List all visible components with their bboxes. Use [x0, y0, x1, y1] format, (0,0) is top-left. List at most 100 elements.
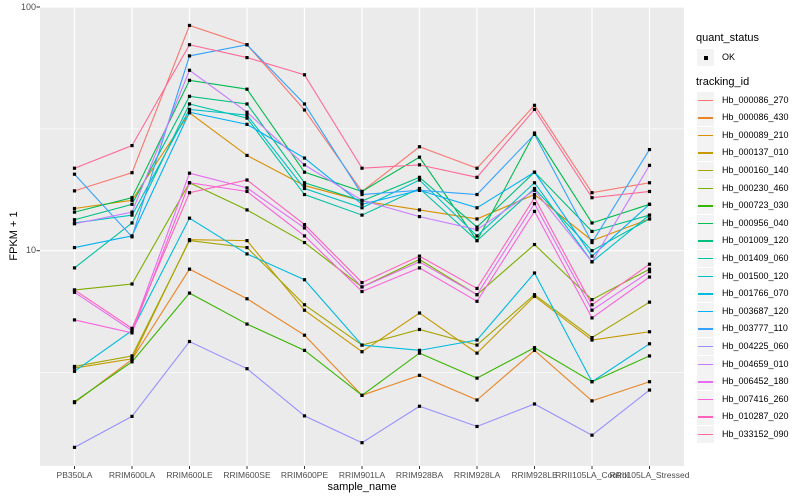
data-point — [302, 333, 307, 337]
data-point — [245, 189, 249, 194]
legend-line-icon — [698, 363, 713, 366]
data-point — [72, 290, 77, 294]
data-point — [72, 210, 77, 214]
legend-key-Hb_007416_260 — [697, 390, 714, 408]
data-point — [532, 170, 537, 174]
x-tick-label: RRIM600LE — [166, 470, 213, 480]
legend-key-Hb_006452_180 — [697, 373, 714, 391]
legend-label-ok: OK — [722, 52, 736, 62]
data-point — [532, 181, 537, 185]
legend-key-Hb_010287_020 — [697, 408, 714, 426]
data-point — [590, 249, 594, 253]
data-point — [72, 222, 77, 226]
data-point — [647, 267, 652, 271]
data-point — [245, 55, 249, 60]
data-point — [475, 299, 479, 303]
data-point — [187, 107, 192, 112]
data-point — [475, 338, 479, 342]
data-point — [590, 191, 594, 195]
data-point — [417, 178, 422, 182]
data-point — [302, 186, 307, 191]
data-point — [532, 202, 537, 206]
data-point — [130, 202, 134, 206]
data-point — [590, 260, 594, 264]
data-point — [130, 360, 134, 364]
legend-title-tracking-id: tracking_id — [696, 76, 750, 88]
x-axis-title: sample_name — [327, 481, 397, 493]
data-point — [647, 147, 652, 152]
data-point — [417, 155, 422, 159]
legend-label-Hb_000956_040: Hb_000956_040 — [722, 217, 789, 228]
data-point — [130, 221, 134, 225]
legend-label-Hb_000137_010: Hb_000137_010 — [722, 147, 789, 158]
data-point — [130, 357, 134, 361]
data-point — [187, 78, 192, 82]
data-point — [417, 311, 422, 315]
legend-key-Hb_003687_120 — [697, 302, 714, 320]
data-point — [302, 414, 307, 418]
data-point — [72, 206, 77, 211]
legend-line-icon — [698, 275, 713, 278]
data-point — [360, 343, 364, 347]
legend-line-icon — [698, 433, 713, 436]
legend-line-icon — [698, 381, 713, 383]
data-point — [130, 414, 134, 418]
data-point — [187, 68, 192, 72]
data-point — [590, 240, 594, 245]
data-point — [475, 175, 479, 179]
data-point — [245, 186, 249, 190]
y-tick-label: 10 — [25, 245, 36, 256]
data-point — [72, 266, 77, 270]
data-point — [130, 331, 134, 335]
data-point — [475, 234, 479, 238]
data-point — [417, 215, 422, 219]
data-point — [245, 102, 249, 106]
data-point — [532, 293, 537, 297]
data-point — [302, 226, 307, 230]
data-point — [590, 308, 594, 312]
data-point — [417, 186, 422, 191]
data-point — [417, 266, 422, 270]
data-point — [647, 213, 652, 217]
data-point — [72, 364, 77, 369]
data-point — [647, 262, 652, 266]
x-tick-label: RRII105LA_Stressed — [609, 470, 690, 480]
data-point — [360, 198, 364, 202]
data-point — [187, 216, 192, 220]
data-point — [417, 373, 422, 377]
data-point — [532, 348, 537, 352]
data-point — [245, 297, 249, 301]
data-point — [72, 445, 77, 449]
legend-key-Hb_004659_010 — [697, 355, 714, 373]
data-point — [590, 433, 594, 437]
legend-line-icon — [698, 134, 713, 137]
data-point — [360, 289, 364, 294]
data-point — [647, 354, 652, 358]
data-point — [302, 73, 307, 77]
legend-line-icon — [698, 293, 713, 295]
legend-key-Hb_001409_060 — [697, 249, 714, 267]
x-tick-label: RRIM928BA — [395, 470, 444, 480]
legend-key-Hb_003777_110 — [697, 320, 714, 338]
x-tick-label: RRIM600SE — [223, 470, 271, 480]
legend-key-Hb_001009_120 — [697, 232, 714, 250]
data-point — [130, 235, 134, 239]
data-point — [187, 110, 192, 114]
data-point — [417, 208, 422, 212]
legend-label-Hb_007416_260: Hb_007416_260 — [722, 393, 789, 404]
data-point — [72, 369, 77, 373]
data-point — [245, 122, 249, 126]
data-point — [475, 239, 479, 243]
data-point — [72, 166, 77, 170]
legend-key-Hb_033152_090 — [697, 425, 714, 443]
data-point — [245, 322, 249, 326]
data-point — [187, 43, 192, 47]
data-point — [130, 329, 134, 333]
x-tick-label: RRIM600LA — [108, 470, 156, 480]
data-point — [532, 196, 537, 200]
data-point — [187, 239, 192, 243]
data-point — [475, 225, 479, 229]
data-point — [245, 367, 249, 371]
x-tick-label: RRIM928LE — [511, 470, 558, 480]
